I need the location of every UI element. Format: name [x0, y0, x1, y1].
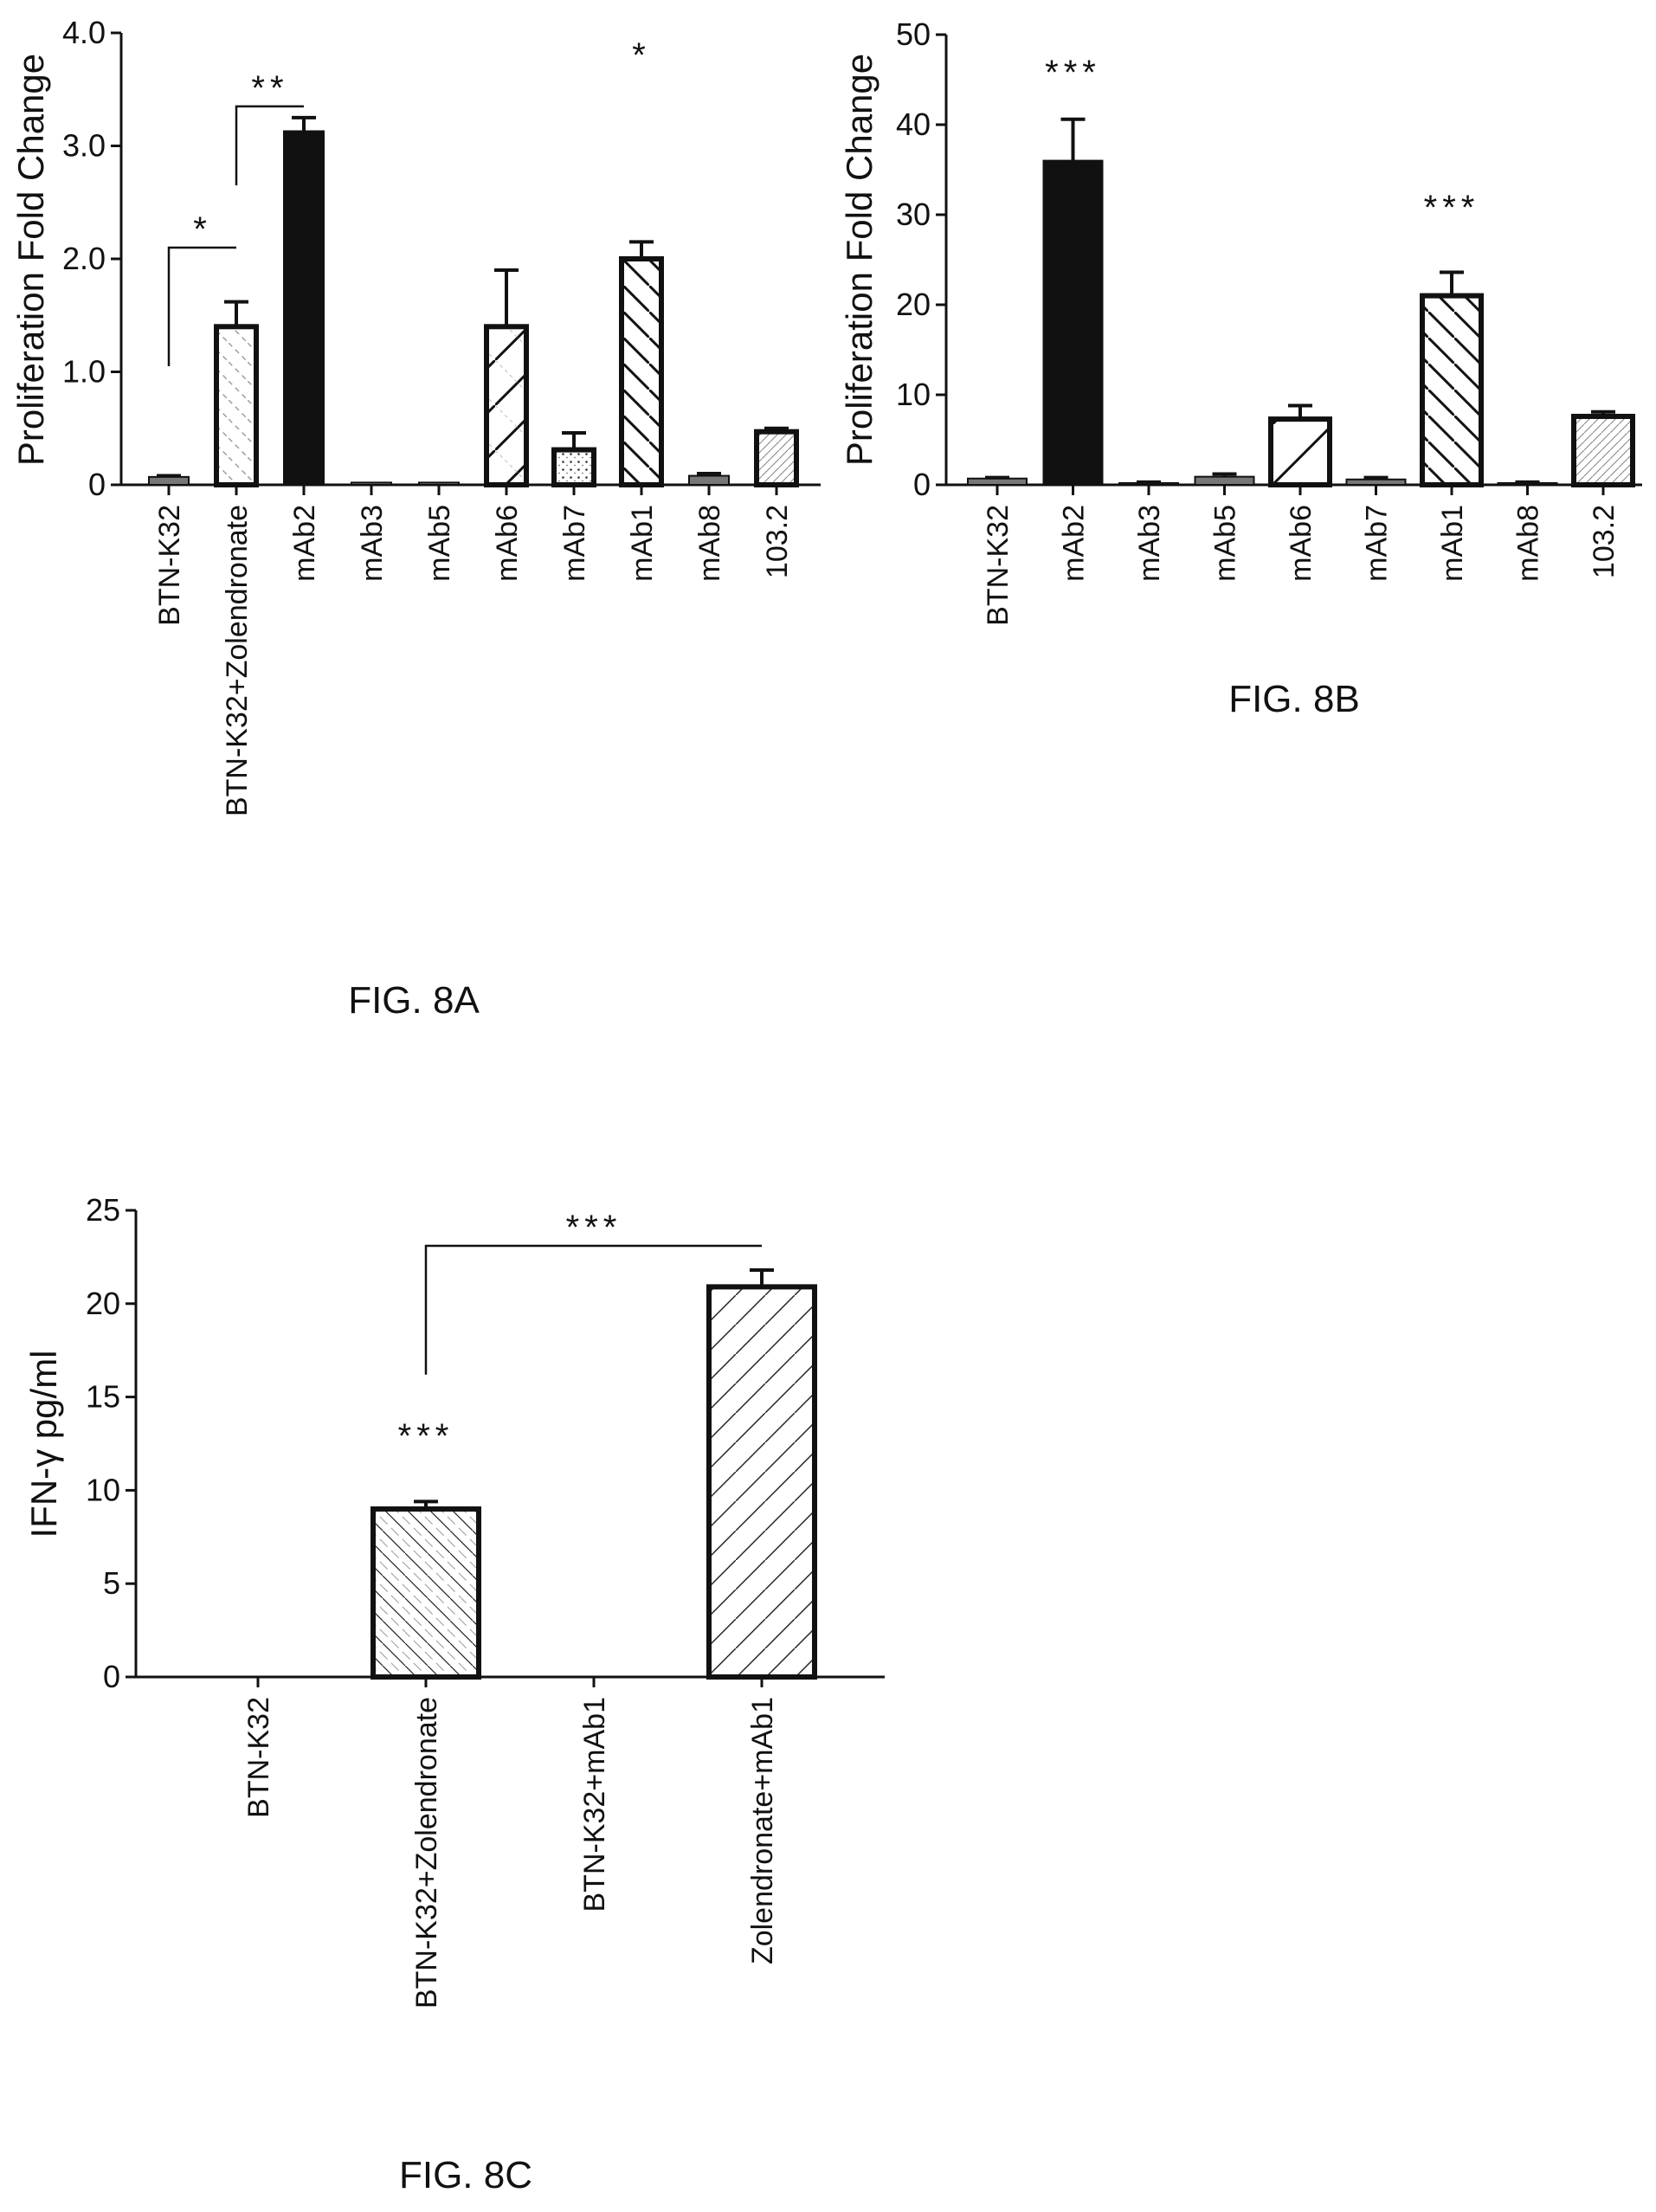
category-label: 103.2 — [1588, 505, 1621, 578]
category-label: mAb1 — [1436, 505, 1469, 582]
category-label: BTN-K32 — [982, 505, 1015, 626]
y-tick-label: 30 — [896, 197, 931, 232]
significance-label: * — [193, 210, 212, 248]
category-label: BTN-K32+Zolendronate — [221, 505, 254, 816]
bar — [551, 447, 596, 487]
category-label: BTN-K32+Zolendronate — [410, 1697, 443, 2009]
category-label: mAb5 — [423, 505, 456, 582]
bar — [619, 256, 664, 487]
bar — [1420, 293, 1484, 487]
y-tick-label: 40 — [896, 106, 931, 142]
category-label: 103.2 — [761, 505, 794, 578]
caption-fig-8b: FIG. 8B — [1228, 678, 1360, 720]
y-axis-label: IFN-γ pg/ml — [23, 1350, 64, 1538]
category-label: mAb6 — [1285, 505, 1318, 582]
bar — [967, 477, 1028, 486]
y-tick-label: 0 — [913, 467, 931, 502]
significance-bracket — [424, 1244, 762, 1375]
category-label: mAb8 — [1512, 505, 1545, 582]
chart-fig-8b: 0 10 20 30 40 50 Proliferation Fold Change BTN-… — [839, 16, 1642, 626]
bar — [1042, 159, 1104, 486]
category-label: BTN-K32 — [242, 1697, 275, 1818]
bar — [1268, 416, 1332, 487]
y-tick-label: 10 — [896, 377, 931, 412]
y-axis-label: Proliferation Fold Change — [10, 54, 51, 466]
category-label: mAb7 — [1361, 505, 1394, 582]
significance-bracket — [167, 246, 236, 366]
y-tick-label: 0 — [103, 1659, 120, 1694]
category-label: mAb2 — [1058, 505, 1091, 582]
category-label: mAb3 — [356, 505, 389, 582]
significance-label: * — [632, 36, 651, 74]
bar — [351, 481, 392, 487]
y-tick-label: 5 — [103, 1565, 120, 1601]
significance-label: *** — [566, 1209, 622, 1247]
y-tick-label: 4.0 — [62, 15, 106, 50]
chart-fig-8a: 0 1.0 2.0 3.0 4.0 Proliferation Fold Change BT… — [10, 15, 821, 816]
y-tick-label: 20 — [86, 1286, 120, 1321]
category-label: Zolendronate+mAb1 — [746, 1697, 779, 1964]
bar — [283, 130, 325, 486]
caption-fig-8c: FIG. 8C — [399, 2154, 532, 2196]
category-label: mAb8 — [693, 505, 726, 582]
caption-fig-8a: FIG. 8A — [348, 979, 480, 1022]
significance-label: ** — [251, 69, 288, 107]
y-axis-label: Proliferation Fold Change — [839, 54, 880, 466]
category-label: mAb7 — [558, 505, 591, 582]
significance-label: *** — [398, 1417, 454, 1455]
category-label: mAb3 — [1133, 505, 1166, 582]
bar — [1571, 413, 1635, 487]
category-label: mAb2 — [288, 505, 321, 582]
category-label: mAb6 — [491, 505, 524, 582]
significance-label: *** — [1045, 54, 1101, 92]
y-tick-label: 0 — [88, 467, 106, 502]
bar — [418, 481, 460, 487]
bar — [148, 475, 190, 486]
chart-fig-8c: 0 5 10 15 20 25 IFN-γ pg/ml BTN-K32 BTN-K32+Zole… — [23, 1192, 885, 2009]
y-tick-label: 3.0 — [62, 128, 106, 164]
y-tick-label: 25 — [86, 1192, 120, 1228]
bar — [371, 1506, 481, 1680]
bar — [484, 324, 529, 487]
y-tick-label: 50 — [896, 16, 931, 52]
bar — [1345, 478, 1407, 487]
bar — [754, 429, 799, 488]
y-tick-label: 1.0 — [62, 354, 106, 390]
bar — [214, 324, 259, 487]
y-tick-label: 15 — [86, 1379, 120, 1415]
bar — [688, 474, 730, 486]
y-tick-label: 20 — [896, 287, 931, 322]
significance-label: *** — [1424, 189, 1480, 227]
y-tick-label: 10 — [86, 1472, 120, 1507]
category-label: mAb5 — [1209, 505, 1242, 582]
significance-bracket — [235, 105, 304, 186]
bar — [1194, 475, 1255, 487]
category-label: mAb1 — [626, 505, 659, 582]
y-tick-label: 2.0 — [62, 241, 106, 276]
bar — [706, 1284, 817, 1680]
category-label: BTN-K32+mAb1 — [578, 1697, 611, 1912]
category-label: BTN-K32 — [153, 505, 186, 626]
